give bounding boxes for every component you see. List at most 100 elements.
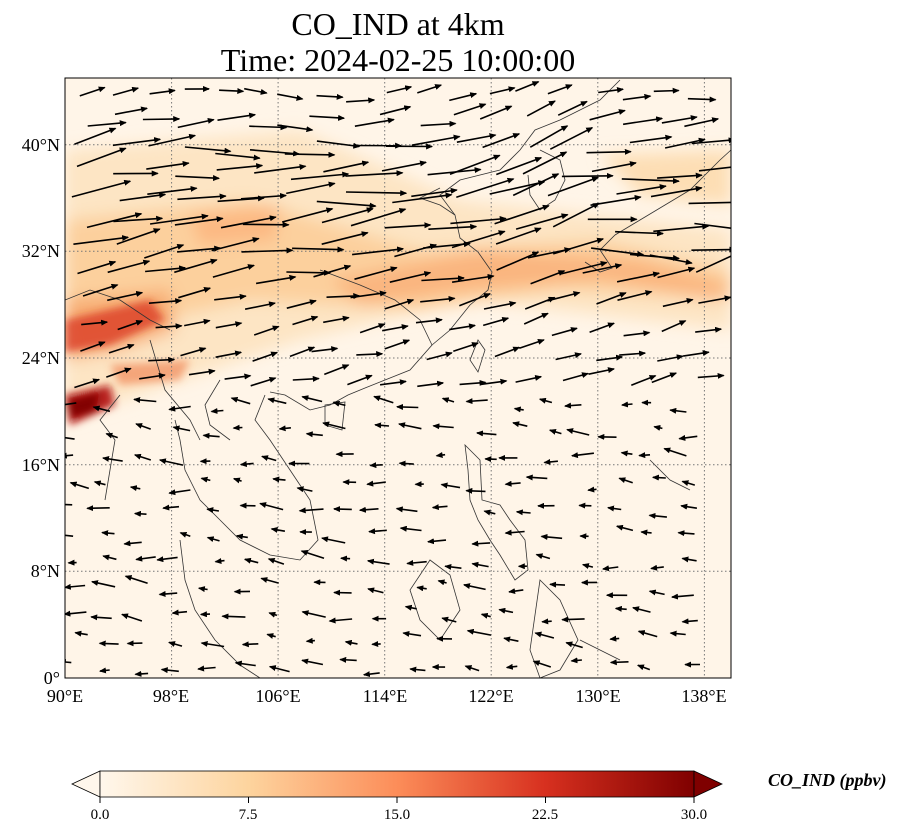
wind-arrow	[65, 532, 74, 539]
wind-arrow	[112, 86, 140, 96]
wind-arrow	[326, 293, 361, 300]
wind-arrow	[328, 617, 353, 624]
wind-arrow	[596, 292, 627, 305]
wind-arrow	[588, 367, 615, 375]
wind-arrow	[107, 290, 144, 302]
wind-arrow	[108, 343, 135, 354]
wind-arrow	[636, 664, 651, 671]
wind-arrow	[678, 434, 698, 441]
wind-arrow	[525, 474, 548, 481]
wind-arrow	[244, 87, 268, 95]
wind-arrow	[571, 452, 594, 459]
wind-arrow	[168, 405, 191, 412]
wind-arrow	[476, 430, 497, 437]
wind-arrow	[661, 115, 698, 124]
wind-arrow	[547, 176, 600, 197]
wind-arrow	[345, 190, 408, 197]
wind-arrow	[354, 266, 398, 280]
wind-arrow	[180, 347, 207, 357]
wind-arrow	[629, 134, 673, 144]
wind-arrow	[471, 540, 491, 547]
wind-arrow	[184, 318, 211, 327]
wind-arrow	[513, 406, 524, 413]
wind-arrow	[651, 474, 666, 481]
wind-arrow	[428, 223, 478, 230]
wind-arrow	[139, 372, 166, 380]
wind-arrow	[444, 563, 462, 570]
colorbar-tick-30: 30.0	[680, 807, 708, 823]
wind-arrow	[648, 512, 667, 519]
lon-tick-98e: 98°E	[152, 686, 190, 706]
wind-arrow	[148, 298, 183, 305]
wind-arrow	[547, 84, 573, 95]
wind-arrow	[129, 485, 141, 492]
wind-arrow	[483, 509, 496, 516]
wind-arrow	[386, 85, 413, 94]
wind-arrow	[86, 212, 143, 229]
wind-arrow	[459, 293, 491, 307]
wind-arrow	[321, 207, 374, 224]
wind-arrow	[653, 424, 663, 431]
wind-arrow	[512, 173, 560, 197]
wind-arrow	[657, 266, 696, 279]
wind-arrow	[650, 564, 664, 571]
wind-arrow	[515, 375, 543, 383]
wind-arrow	[664, 137, 706, 149]
wind-arrow	[179, 531, 191, 538]
wind-arrow	[215, 321, 243, 329]
wind-arrow	[382, 324, 409, 332]
wind-arrow	[119, 192, 167, 202]
wind-arrow	[420, 295, 456, 303]
wind-arrow	[465, 398, 488, 405]
wind-arrow	[212, 264, 255, 278]
concentration-field	[65, 78, 731, 678]
wind-arrow	[482, 316, 510, 327]
wind-arrow	[508, 588, 524, 595]
wind-arrow	[495, 227, 542, 245]
wind-arrow	[241, 641, 259, 648]
lat-tick-16n: 16°N	[21, 455, 60, 475]
wind-arrow	[489, 86, 516, 95]
wind-arrow	[631, 374, 657, 386]
wind-arrow	[215, 152, 261, 161]
wind-arrow	[73, 235, 130, 245]
wind-arrow	[323, 160, 370, 173]
wind-arrow	[505, 663, 518, 670]
wind-arrow	[74, 127, 117, 146]
wind-arrow	[369, 462, 383, 469]
wind-arrow	[552, 237, 605, 255]
wind-arrow	[426, 351, 453, 361]
wind-arrow	[116, 228, 161, 245]
wind-arrow	[268, 611, 278, 618]
wind-arrow	[242, 221, 290, 228]
wind-arrow	[523, 312, 549, 325]
wind-arrow	[135, 423, 151, 430]
colorbar-extend-max	[693, 770, 723, 798]
wind-arrow	[290, 171, 350, 181]
wind-arrow	[384, 222, 432, 229]
wind-arrow	[267, 397, 287, 405]
wind-arrow	[596, 354, 624, 362]
wind-arrow	[657, 354, 684, 362]
wind-arrow	[93, 480, 106, 487]
wind-arrow	[698, 166, 731, 172]
wind-arrow	[281, 207, 334, 223]
wind-arrow	[561, 172, 614, 179]
wind-arrow	[221, 613, 246, 620]
wind-arrow	[98, 640, 119, 647]
wind-arrow	[684, 117, 720, 128]
wind-arrow	[479, 105, 513, 120]
wind-arrow	[202, 432, 220, 439]
wind-arrow	[437, 579, 447, 586]
wind-arrow	[352, 246, 405, 256]
wind-arrow	[333, 506, 352, 513]
wind-arrow	[564, 402, 582, 409]
wind-arrow	[395, 506, 418, 513]
wind-arrow	[305, 637, 315, 644]
wind-arrow	[504, 480, 521, 487]
wind-arrow	[65, 659, 72, 666]
wind-arrow	[621, 401, 633, 408]
colorbar-tick-22-5: 22.5	[531, 807, 559, 823]
wind-arrow	[465, 487, 486, 494]
wind-arrow	[286, 181, 336, 195]
